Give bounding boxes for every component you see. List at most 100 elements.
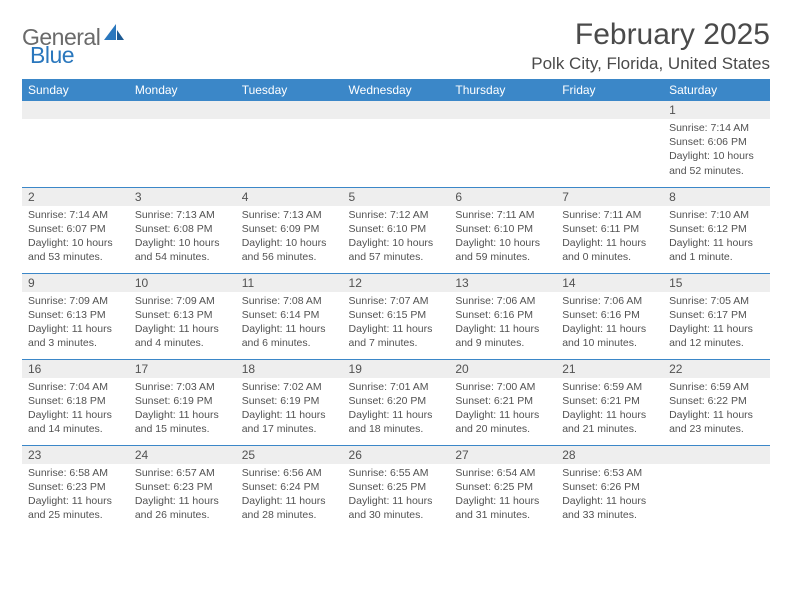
day-number: 25 <box>236 446 343 464</box>
sunrise-text: Sunrise: 7:10 AM <box>669 208 764 222</box>
day-details: Sunrise: 7:01 AMSunset: 6:20 PMDaylight:… <box>343 378 450 441</box>
daylight-text: Daylight: 11 hours and 0 minutes. <box>562 236 657 264</box>
day-details: Sunrise: 6:53 AMSunset: 6:26 PMDaylight:… <box>556 464 663 527</box>
daylight-text: Daylight: 11 hours and 15 minutes. <box>135 408 230 436</box>
day-details: Sunrise: 7:09 AMSunset: 6:13 PMDaylight:… <box>22 292 129 355</box>
calendar-cell <box>343 101 450 187</box>
sunset-text: Sunset: 6:12 PM <box>669 222 764 236</box>
daylight-text: Daylight: 11 hours and 17 minutes. <box>242 408 337 436</box>
weekday-header: Thursday <box>449 79 556 101</box>
day-number: 20 <box>449 360 556 378</box>
calendar-cell <box>556 101 663 187</box>
calendar-cell: 2Sunrise: 7:14 AMSunset: 6:07 PMDaylight… <box>22 187 129 273</box>
day-number: 27 <box>449 446 556 464</box>
calendar-cell: 19Sunrise: 7:01 AMSunset: 6:20 PMDayligh… <box>343 359 450 445</box>
calendar-body: 1Sunrise: 7:14 AMSunset: 6:06 PMDaylight… <box>22 101 770 531</box>
sunset-text: Sunset: 6:06 PM <box>669 135 764 149</box>
sunset-text: Sunset: 6:25 PM <box>349 480 444 494</box>
day-number: 1 <box>663 101 770 119</box>
calendar-cell: 7Sunrise: 7:11 AMSunset: 6:11 PMDaylight… <box>556 187 663 273</box>
day-number: 21 <box>556 360 663 378</box>
sunrise-text: Sunrise: 6:53 AM <box>562 466 657 480</box>
sunrise-text: Sunrise: 7:03 AM <box>135 380 230 394</box>
sunset-text: Sunset: 6:08 PM <box>135 222 230 236</box>
sunrise-text: Sunrise: 7:01 AM <box>349 380 444 394</box>
sunset-text: Sunset: 6:16 PM <box>562 308 657 322</box>
sunset-text: Sunset: 6:10 PM <box>455 222 550 236</box>
sunset-text: Sunset: 6:21 PM <box>562 394 657 408</box>
day-number: 10 <box>129 274 236 292</box>
sunrise-text: Sunrise: 6:54 AM <box>455 466 550 480</box>
calendar-cell: 9Sunrise: 7:09 AMSunset: 6:13 PMDaylight… <box>22 273 129 359</box>
daylight-text: Daylight: 11 hours and 30 minutes. <box>349 494 444 522</box>
sunrise-text: Sunrise: 7:13 AM <box>242 208 337 222</box>
sunset-text: Sunset: 6:26 PM <box>562 480 657 494</box>
logo-text-part2: Blue <box>30 42 74 68</box>
day-number <box>556 101 663 119</box>
day-details: Sunrise: 7:04 AMSunset: 6:18 PMDaylight:… <box>22 378 129 441</box>
day-details: Sunrise: 7:05 AMSunset: 6:17 PMDaylight:… <box>663 292 770 355</box>
daylight-text: Daylight: 10 hours and 52 minutes. <box>669 149 764 177</box>
daylight-text: Daylight: 11 hours and 10 minutes. <box>562 322 657 350</box>
calendar-cell: 24Sunrise: 6:57 AMSunset: 6:23 PMDayligh… <box>129 445 236 531</box>
daylight-text: Daylight: 11 hours and 21 minutes. <box>562 408 657 436</box>
daylight-text: Daylight: 10 hours and 56 minutes. <box>242 236 337 264</box>
day-details: Sunrise: 7:13 AMSunset: 6:09 PMDaylight:… <box>236 206 343 269</box>
calendar-cell: 6Sunrise: 7:11 AMSunset: 6:10 PMDaylight… <box>449 187 556 273</box>
sunset-text: Sunset: 6:23 PM <box>135 480 230 494</box>
day-details: Sunrise: 6:58 AMSunset: 6:23 PMDaylight:… <box>22 464 129 527</box>
day-number: 23 <box>22 446 129 464</box>
day-details: Sunrise: 6:59 AMSunset: 6:21 PMDaylight:… <box>556 378 663 441</box>
calendar-header-row: Sunday Monday Tuesday Wednesday Thursday… <box>22 79 770 101</box>
sunset-text: Sunset: 6:14 PM <box>242 308 337 322</box>
sunrise-text: Sunrise: 7:00 AM <box>455 380 550 394</box>
day-number: 15 <box>663 274 770 292</box>
day-number: 28 <box>556 446 663 464</box>
daylight-text: Daylight: 11 hours and 7 minutes. <box>349 322 444 350</box>
daylight-text: Daylight: 11 hours and 33 minutes. <box>562 494 657 522</box>
day-details: Sunrise: 6:55 AMSunset: 6:25 PMDaylight:… <box>343 464 450 527</box>
daylight-text: Daylight: 11 hours and 1 minute. <box>669 236 764 264</box>
sunrise-text: Sunrise: 7:14 AM <box>28 208 123 222</box>
sunrise-text: Sunrise: 7:04 AM <box>28 380 123 394</box>
sunrise-text: Sunrise: 6:59 AM <box>669 380 764 394</box>
calendar-cell <box>22 101 129 187</box>
calendar-week-row: 16Sunrise: 7:04 AMSunset: 6:18 PMDayligh… <box>22 359 770 445</box>
daylight-text: Daylight: 11 hours and 20 minutes. <box>455 408 550 436</box>
day-number: 22 <box>663 360 770 378</box>
day-details: Sunrise: 6:56 AMSunset: 6:24 PMDaylight:… <box>236 464 343 527</box>
day-details: Sunrise: 6:54 AMSunset: 6:25 PMDaylight:… <box>449 464 556 527</box>
sunset-text: Sunset: 6:20 PM <box>349 394 444 408</box>
sunrise-text: Sunrise: 6:56 AM <box>242 466 337 480</box>
weekday-header: Tuesday <box>236 79 343 101</box>
sunrise-text: Sunrise: 7:14 AM <box>669 121 764 135</box>
day-number <box>236 101 343 119</box>
daylight-text: Daylight: 11 hours and 6 minutes. <box>242 322 337 350</box>
day-details: Sunrise: 7:14 AMSunset: 6:06 PMDaylight:… <box>663 119 770 182</box>
sunrise-text: Sunrise: 6:55 AM <box>349 466 444 480</box>
day-details: Sunrise: 7:00 AMSunset: 6:21 PMDaylight:… <box>449 378 556 441</box>
sunrise-text: Sunrise: 7:12 AM <box>349 208 444 222</box>
sunrise-text: Sunrise: 7:11 AM <box>562 208 657 222</box>
weekday-header: Monday <box>129 79 236 101</box>
sunrise-text: Sunrise: 7:09 AM <box>135 294 230 308</box>
sunrise-text: Sunrise: 7:07 AM <box>349 294 444 308</box>
day-details: Sunrise: 7:02 AMSunset: 6:19 PMDaylight:… <box>236 378 343 441</box>
day-number <box>22 101 129 119</box>
sunrise-text: Sunrise: 7:11 AM <box>455 208 550 222</box>
calendar-cell: 12Sunrise: 7:07 AMSunset: 6:15 PMDayligh… <box>343 273 450 359</box>
calendar-cell: 4Sunrise: 7:13 AMSunset: 6:09 PMDaylight… <box>236 187 343 273</box>
day-details: Sunrise: 7:07 AMSunset: 6:15 PMDaylight:… <box>343 292 450 355</box>
sunrise-text: Sunrise: 7:05 AM <box>669 294 764 308</box>
day-number: 13 <box>449 274 556 292</box>
day-details: Sunrise: 6:57 AMSunset: 6:23 PMDaylight:… <box>129 464 236 527</box>
day-number: 6 <box>449 188 556 206</box>
day-number: 7 <box>556 188 663 206</box>
day-details: Sunrise: 7:13 AMSunset: 6:08 PMDaylight:… <box>129 206 236 269</box>
calendar-cell: 27Sunrise: 6:54 AMSunset: 6:25 PMDayligh… <box>449 445 556 531</box>
calendar-cell: 23Sunrise: 6:58 AMSunset: 6:23 PMDayligh… <box>22 445 129 531</box>
calendar-cell: 3Sunrise: 7:13 AMSunset: 6:08 PMDaylight… <box>129 187 236 273</box>
calendar-week-row: 23Sunrise: 6:58 AMSunset: 6:23 PMDayligh… <box>22 445 770 531</box>
sunrise-text: Sunrise: 7:13 AM <box>135 208 230 222</box>
sunset-text: Sunset: 6:10 PM <box>349 222 444 236</box>
